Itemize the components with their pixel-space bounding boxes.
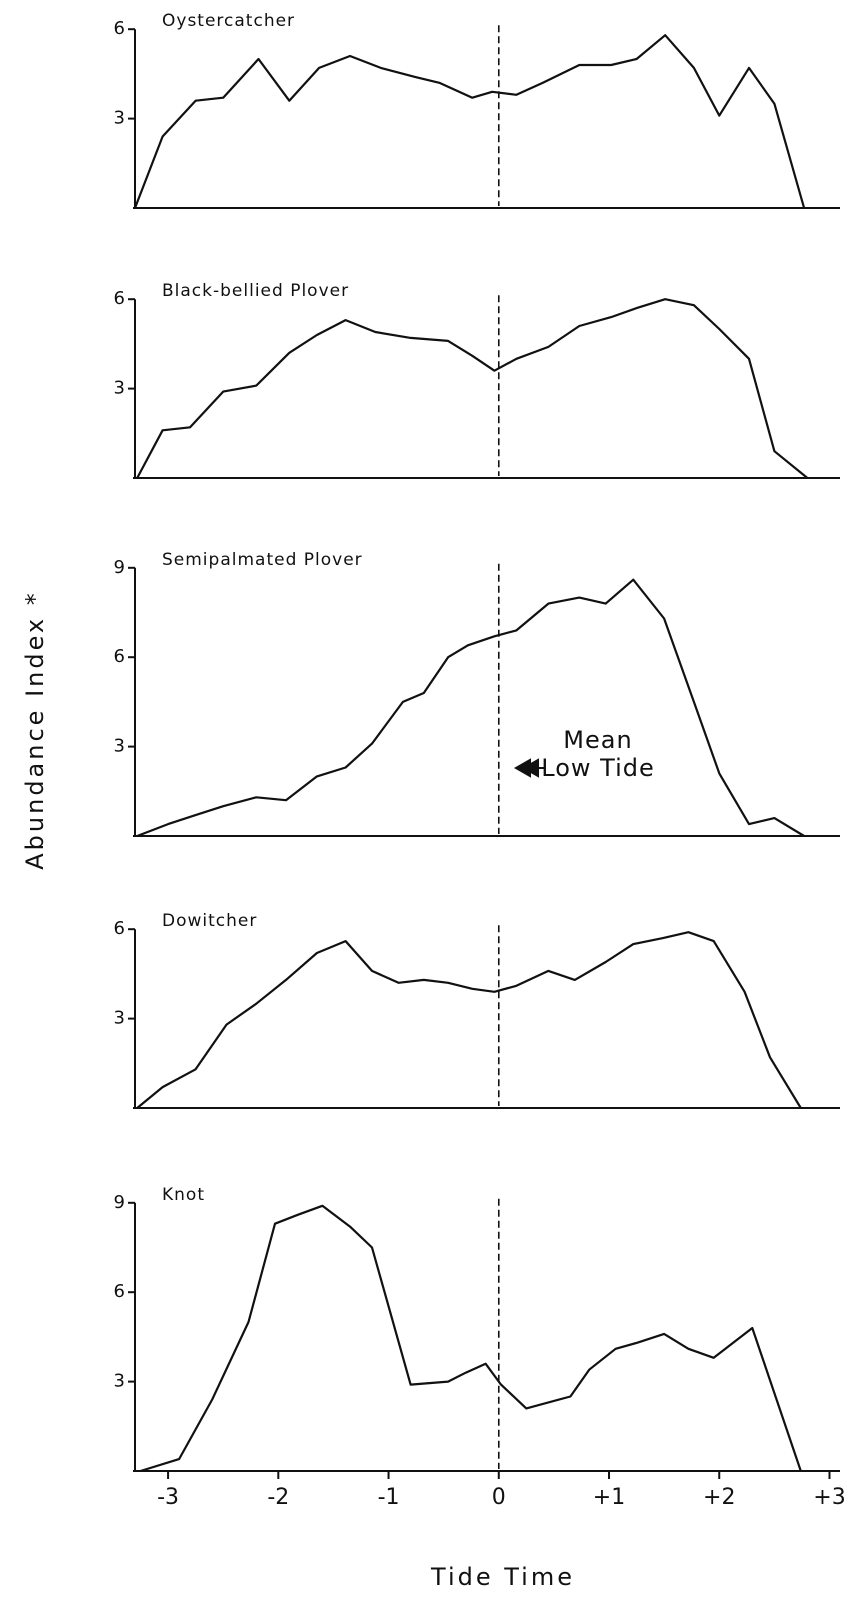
annotation: Mean [563,726,632,754]
y-tick-label: 9 [114,1192,125,1213]
y-tick-label: 6 [114,918,125,939]
x-tick-label: -3 [157,1485,179,1510]
data-line [136,578,805,838]
y-tick-label: 3 [114,108,125,129]
data-line [136,931,802,1109]
y-tick-label: 6 [114,288,125,309]
y-tick-label: 6 [114,646,125,667]
annotation-arrow [513,758,546,778]
y-axis-label: Abundance Index * [21,590,49,870]
data-line [136,298,809,479]
x-axis-label: Tide Time [430,1563,575,1591]
y-tick-label: 3 [114,1371,125,1392]
y-tick-label: 6 [114,1281,125,1302]
y-tick-label: 9 [114,557,125,578]
data-line [133,34,806,209]
y-tick-label: 3 [114,378,125,399]
y-tick-label: 6 [114,18,125,39]
y-tick-label: 3 [114,1008,125,1029]
x-tick-label: -2 [267,1485,289,1510]
x-tick-label: -1 [378,1485,400,1510]
x-tick-label: +1 [593,1485,625,1510]
panel-title: Knot [162,1185,205,1205]
data-line [140,1204,802,1473]
panel-title: Black-bellied Plover [162,281,349,301]
x-tick-label: +3 [813,1485,845,1510]
x-tick-label: 0 [492,1485,506,1510]
panel-title: Oystercatcher [162,11,295,31]
panel-title: Semipalmated Plover [162,550,363,570]
x-tick-label: +2 [703,1485,735,1510]
panel-title: Dowitcher [162,911,257,931]
annotation: Low Tide [541,754,654,782]
y-tick-label: 3 [114,736,125,757]
